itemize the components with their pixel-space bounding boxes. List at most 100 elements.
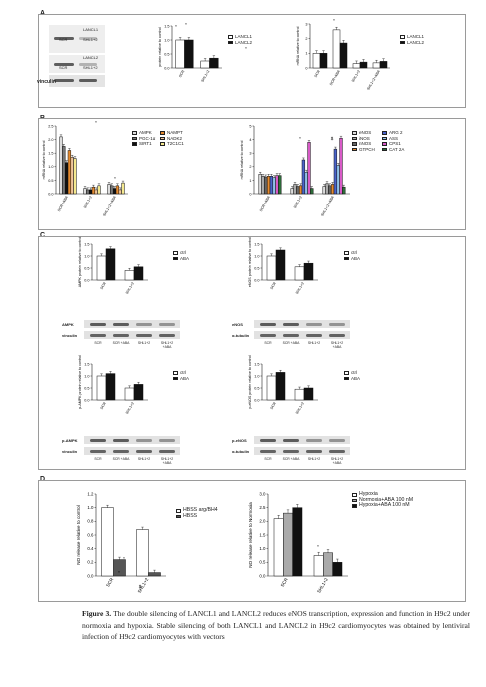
panel-a: LANCL1 SCR SHL1+2 LANCL2 SCR SHL1+2 vinc…: [37, 14, 466, 108]
legend-label: CAT 2A: [389, 146, 405, 152]
legend-swatch: [344, 371, 349, 375]
chart-a2-bar: [359, 61, 368, 69]
chart-d1-ytick-label: 0.2: [87, 560, 94, 565]
chart-c2-ytick-label: 1.0: [254, 254, 259, 258]
legend-swatch: [132, 136, 137, 141]
legend-swatch: [352, 131, 357, 135]
chart-c1-ytick-label: 1.0: [84, 254, 89, 258]
chart-d2: 0.0 0.5 1.0 1.5 2.0 2.5 3.0 NO release relative…: [248, 491, 348, 594]
chart-a2-bar: [372, 62, 381, 69]
chart-c3-bar: [96, 375, 107, 401]
chart-a2-category-label: SHL1+2: [351, 70, 361, 83]
significance-marker: *: [114, 176, 116, 181]
blot-band: [159, 449, 175, 453]
legend-swatch: [382, 136, 387, 141]
lane-label: SCR +ABA: [112, 457, 130, 461]
chart-b2: 0 1 2 3 4 5 mRNA relative to control SCR+ABA SHL…: [240, 124, 350, 217]
chart-d2-ytick-label: 1.0: [259, 546, 266, 551]
legend-label: CPS1: [389, 141, 401, 147]
chart-b1-bar: [118, 189, 122, 195]
lane-label: SCR +ABA: [112, 341, 130, 345]
blot-band: [90, 322, 106, 326]
blot-band: [159, 333, 175, 337]
chart-b1-ytick-label: 2.5: [48, 124, 53, 128]
legend-swatch: [132, 131, 137, 135]
blot-label-target: p-AMPK: [62, 438, 78, 443]
legend-label: SIRT1: [139, 141, 152, 147]
legend-label: HBSS arg/BH4: [183, 507, 218, 513]
legend-b2a: eNOS iNOS nNOS GTPCH: [352, 130, 375, 152]
chart-d1-bar: [136, 529, 149, 577]
legend-swatch: [352, 147, 357, 152]
chart-b2-bar: [296, 186, 300, 195]
chart-d2-category-label: SCR: [280, 576, 290, 587]
chart-b1-bar: [115, 185, 120, 195]
blot-lancl2: [49, 55, 105, 73]
blot-label-vinculin: vinculin: [37, 79, 56, 85]
legend-c2-item: ABA: [344, 256, 360, 262]
chart-b2-bar: [261, 176, 265, 195]
lane-label: SCR +ABA: [282, 457, 300, 461]
chart-d2-bar: [292, 507, 303, 577]
legend-swatch: [344, 251, 349, 255]
chart-d2-ytick-label: 0.5: [259, 560, 266, 565]
chart-a1-bar: [175, 39, 185, 69]
chart-b1-bar: [70, 157, 74, 195]
legend-d2-item: Hypoxia+ABA 100 nM: [352, 503, 413, 509]
chart-c3-ytick-label: 1.5: [84, 362, 89, 366]
legend-swatch: [132, 142, 137, 146]
lane-label: SCR: [94, 457, 102, 461]
chart-b1-bar: [107, 184, 111, 195]
chart-c3-ytick-label: 0.0: [84, 398, 89, 402]
legend-label: Hypoxia: [359, 491, 378, 497]
chart-b1-ytick-label: 1.5: [48, 152, 53, 156]
legend-label: LANCL2: [407, 39, 425, 45]
chart-a1-category-label: SCR: [178, 69, 185, 78]
chart-a1-ytick-label: 1.0: [164, 38, 169, 42]
legend-c1: ctrl ABA: [173, 250, 189, 261]
chart-c1-category-label: SCR: [100, 281, 107, 290]
legend-label: HBSS: [183, 512, 198, 519]
legend-swatch: [344, 256, 349, 261]
legend-label: PGC-1α: [139, 135, 156, 141]
chart-b2-bar: [304, 171, 308, 195]
chart-d2-bar: [323, 552, 333, 577]
blot-band: [329, 449, 345, 453]
legend-swatch: [382, 147, 387, 152]
panel-label-c: C: [40, 232, 45, 239]
blot-band: [136, 333, 152, 337]
blot-band: [136, 449, 152, 453]
lane-label: SCR: [94, 341, 102, 345]
chart-c3-category-label: SCR: [100, 401, 107, 410]
chart-b2-ytick-label: 0: [249, 192, 251, 196]
legend-swatch: [352, 493, 357, 497]
chart-b1-category-label: SHL1+2+ABA: [102, 195, 117, 217]
legend-b2b-item: CAT 2A: [382, 147, 404, 153]
legend-b1b-item: NAMPT: [160, 130, 184, 136]
chart-a1-ytick-label: 0.5: [164, 52, 169, 56]
blot-band: [329, 438, 345, 442]
blot-strip: [254, 331, 350, 339]
chart-b1: 0.0 0.5 1.0 1.5 2.0 2.5 mRNA relative to contr…: [42, 124, 128, 217]
chart-b2-category-label: SCR+ABA: [259, 195, 271, 212]
lane-label: SHL1+2 +ABA: [330, 341, 344, 349]
chart-a2-y-label: mRNA relative to control: [296, 26, 300, 65]
chart-b2-bar: [269, 176, 274, 195]
chart-b2-bar: [290, 188, 294, 195]
chart-b1-bar: [67, 150, 72, 195]
chart-b1-category-label: SCR+ABA: [57, 195, 69, 212]
significance-marker: *: [317, 544, 319, 549]
chart-d1-ytick-label: 1.2: [87, 491, 94, 496]
chart-c2-category-label: SCR: [270, 281, 277, 290]
blot-band: [329, 322, 345, 326]
blot-lancl1: [49, 25, 105, 53]
figure-label: Figure 3.: [82, 609, 112, 618]
chart-b2-ytick-label: 5: [249, 124, 251, 128]
chart-b2-bar: [293, 184, 297, 195]
chart-a2-category-label: SHL1+2+ABA: [366, 69, 381, 91]
legend-c4: ctrl ABA: [344, 370, 360, 381]
chart-b2-bar: [333, 148, 338, 195]
legend-b1b: NAMPT NADK2 T2C1C1: [160, 130, 184, 147]
